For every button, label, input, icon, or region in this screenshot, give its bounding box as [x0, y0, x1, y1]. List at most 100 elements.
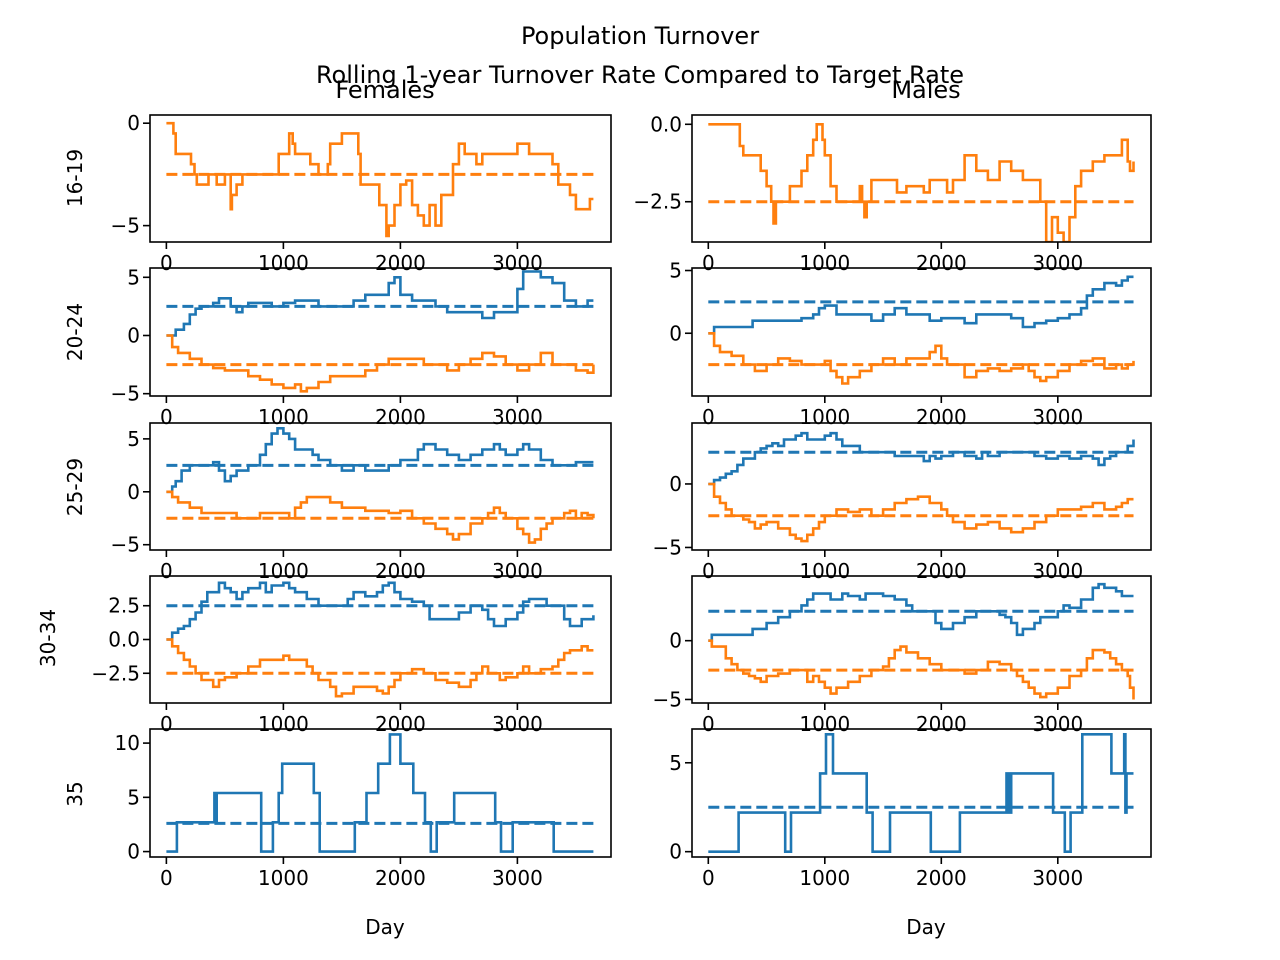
plot-area	[708, 733, 1134, 853]
x-axis-label-males: Day	[906, 915, 946, 939]
turnover-series-orange	[708, 123, 1135, 242]
x-tick-label: 2000	[916, 405, 967, 429]
turnover-series-orange	[708, 332, 1135, 385]
x-tick-label: 1000	[258, 712, 309, 736]
x-tick-label: 3000	[1032, 866, 1083, 890]
x-tick-label: 1000	[258, 559, 309, 583]
row-label-35: 35	[63, 781, 87, 806]
row-label-30-34: 30-34	[36, 609, 60, 667]
turnover-series-orange	[166, 638, 594, 698]
row-label-16-19: 16-19	[63, 149, 87, 207]
turnover-series-orange	[166, 334, 595, 393]
x-tick-label: 3000	[492, 866, 543, 890]
x-tick-label: 1000	[258, 251, 309, 275]
x-tick-label: 0	[160, 559, 173, 583]
x-tick-label: 3000	[492, 559, 543, 583]
plot-area	[708, 123, 1135, 242]
y-tick-label: 0	[127, 111, 140, 135]
panel-m-25-29: 0 1000 2000 3000 0 −5	[653, 422, 1152, 583]
plot-area	[708, 275, 1135, 385]
plot-area	[166, 270, 595, 393]
row-label-20-24: 20-24	[63, 303, 87, 361]
x-tick-label: 1000	[799, 251, 850, 275]
x-tick-label: 0	[702, 251, 715, 275]
turnover-series-blue	[708, 431, 1135, 486]
y-tick-label: 5	[127, 427, 140, 451]
turnover-series-blue	[166, 270, 594, 337]
x-tick-label: 0	[702, 712, 715, 736]
x-tick-label: 3000	[492, 405, 543, 429]
y-tick-label: 0.0	[650, 112, 682, 136]
x-tick-label: 2000	[916, 251, 967, 275]
x-tick-label: 1000	[258, 866, 309, 890]
x-tick-label: 1000	[799, 712, 850, 736]
y-tick-label: 10	[115, 731, 140, 755]
column-title-females: Females	[335, 76, 434, 104]
turnover-series-blue	[708, 582, 1134, 642]
x-tick-label: 1000	[799, 405, 850, 429]
y-tick-label: 5	[669, 751, 682, 775]
panel-m-35: 0 1000 2000 3000 5 0	[669, 728, 1152, 890]
axes-frame	[691, 575, 1152, 704]
panel-m-16-19: 0 1000 2000 3000 0.0 −2.5	[633, 112, 1152, 275]
x-tick-label: 1000	[799, 559, 850, 583]
plot-area	[708, 582, 1135, 700]
y-tick-label: 0	[669, 472, 682, 496]
plot-area	[166, 733, 594, 853]
y-tick-label: −5	[111, 382, 140, 406]
x-tick-label: 1000	[799, 866, 850, 890]
x-tick-label: 3000	[1032, 251, 1083, 275]
y-tick-label: 2.5	[108, 594, 140, 618]
x-tick-label: 3000	[1032, 405, 1083, 429]
x-tick-label: 2000	[375, 251, 426, 275]
panel-m-20-24: 0 1000 2000 3000 5 0	[669, 259, 1152, 429]
axes-frame	[149, 728, 612, 858]
axes-frame	[691, 114, 1152, 243]
x-tick-label: 0	[702, 405, 715, 429]
y-tick-label: −5	[111, 533, 140, 557]
y-tick-label: 5	[669, 259, 682, 283]
y-tick-label: −5	[653, 535, 682, 559]
y-tick-label: 5	[127, 785, 140, 809]
y-tick-label: −2.5	[91, 661, 140, 685]
turnover-series-orange	[166, 121, 594, 238]
y-tick-label: 0	[669, 629, 682, 653]
panel-f-20-24: 0 1000 2000 3000 5 0 −5	[111, 265, 612, 429]
x-tick-label: 2000	[375, 712, 426, 736]
column-title-males: Males	[891, 76, 960, 104]
y-tick-label: −5	[111, 214, 140, 238]
axes-frame	[691, 728, 1152, 858]
plot-area	[166, 121, 594, 238]
x-tick-label: 0	[160, 405, 173, 429]
x-tick-label: 0	[160, 866, 173, 890]
turnover-series-orange	[708, 482, 1134, 543]
panel-f-35: 0 1000 2000 3000 10 5 0	[115, 728, 612, 890]
axes-frame	[149, 114, 612, 243]
y-tick-label: 5	[127, 265, 140, 289]
turnover-series-orange	[166, 490, 595, 544]
y-tick-label: 0	[669, 321, 682, 345]
x-tick-label: 2000	[375, 405, 426, 429]
turnover-series-blue	[708, 733, 1134, 853]
x-tick-label: 1000	[258, 405, 309, 429]
panel-f-30-34: 0 1000 2000 3000 2.5 0.0 −2.5	[91, 575, 612, 736]
x-tick-label: 0	[702, 559, 715, 583]
turnover-series-orange	[708, 639, 1135, 700]
y-tick-label: −5	[653, 687, 682, 711]
figure-title-line2: Rolling 1-year Turnover Rate Compared to…	[316, 61, 964, 89]
turnover-series-blue	[166, 581, 595, 641]
turnover-series-blue	[166, 733, 594, 853]
x-tick-label: 3000	[1032, 559, 1083, 583]
x-tick-label: 0	[702, 866, 715, 890]
panel-m-30-34: 0 1000 2000 3000 0 −5	[653, 575, 1152, 736]
plot-area	[708, 431, 1135, 543]
turnover-series-blue	[166, 427, 594, 494]
y-tick-label: 0.0	[108, 628, 140, 652]
x-tick-label: 2000	[916, 712, 967, 736]
axes-frame	[691, 267, 1152, 397]
y-tick-label: −2.5	[633, 190, 682, 214]
row-label-25-29: 25-29	[63, 458, 87, 516]
